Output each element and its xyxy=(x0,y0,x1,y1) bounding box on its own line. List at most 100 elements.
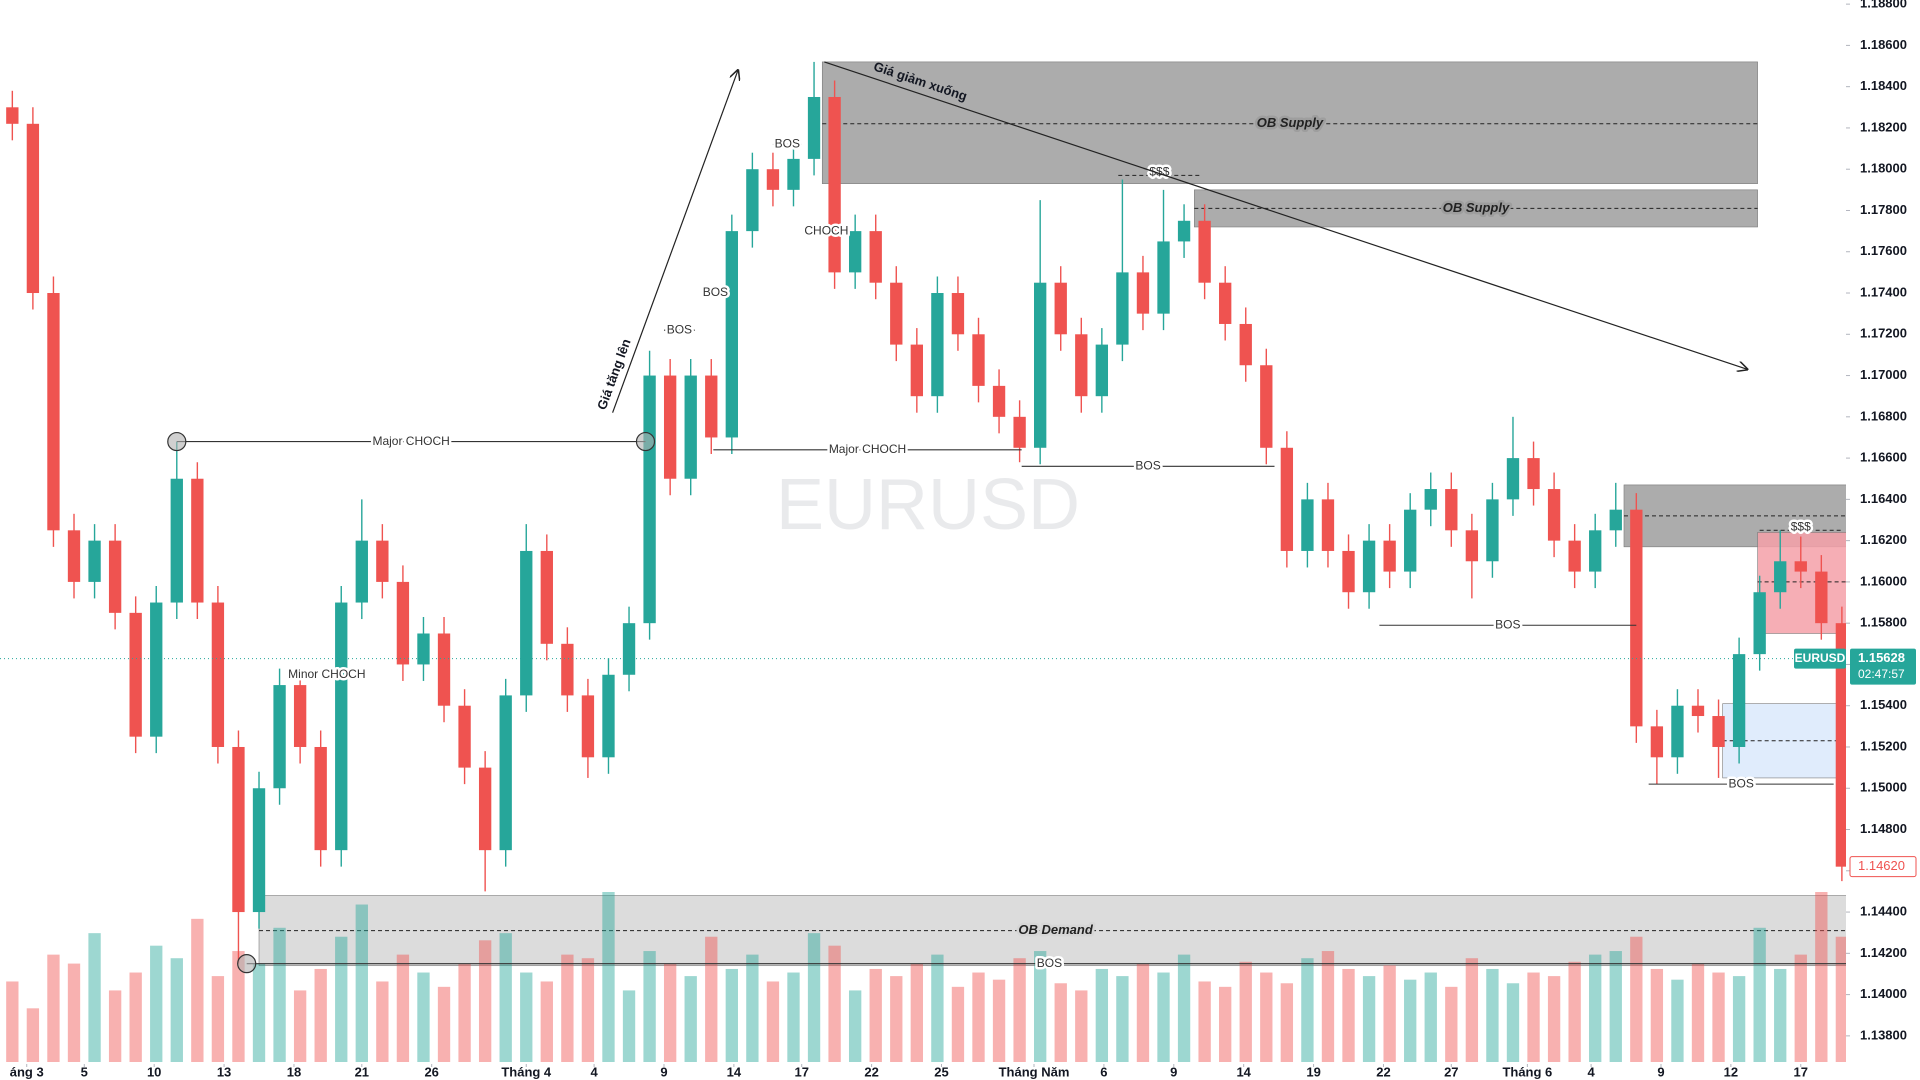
volume-bar xyxy=(1383,965,1396,1062)
volume-bar xyxy=(1547,976,1561,1062)
volume-bar xyxy=(1794,954,1807,1062)
y-tick-label: 1.15400 xyxy=(1860,697,1907,712)
level-label: BOS xyxy=(1037,956,1062,970)
volume-bar xyxy=(1321,951,1335,1062)
y-tick-label: 1.17600 xyxy=(1860,243,1907,258)
volume-bar xyxy=(1404,979,1417,1062)
zone xyxy=(821,61,1758,184)
symbol-tag-text: EURUSD xyxy=(1795,651,1846,665)
candle-body xyxy=(273,685,286,789)
x-tick-label: 5 xyxy=(81,1064,88,1079)
candle-body xyxy=(1219,282,1232,324)
x-tick-label: áng 3 xyxy=(10,1064,44,1079)
y-tick-label: 1.18600 xyxy=(1860,37,1907,52)
candle-body xyxy=(951,293,965,335)
zone-label: OB Supply xyxy=(1257,115,1324,130)
candle-body xyxy=(622,623,636,675)
candle-body xyxy=(1527,458,1540,490)
candle-body xyxy=(561,643,574,696)
volume-bar xyxy=(1177,954,1191,1062)
candle-body xyxy=(458,705,471,768)
x-tick-label: 26 xyxy=(424,1064,438,1079)
candle-body xyxy=(1404,509,1417,572)
candle-body xyxy=(478,767,492,851)
countdown-text: 02:47:57 xyxy=(1858,667,1905,681)
x-tick-label: Tháng Năm xyxy=(999,1064,1070,1079)
volume-bar xyxy=(1732,976,1746,1062)
marker-price-text: 1.14620 xyxy=(1858,858,1905,873)
candle-body xyxy=(1568,540,1581,572)
volume-bar xyxy=(890,976,903,1062)
candle-body xyxy=(1609,509,1622,531)
volume-bar xyxy=(1815,892,1828,1062)
candle-body xyxy=(314,746,327,851)
candle-body xyxy=(1095,344,1109,397)
volume-bar xyxy=(1486,968,1499,1062)
zone-label: OB Demand xyxy=(1018,922,1093,937)
candle-body xyxy=(1383,540,1396,572)
volume-bar xyxy=(1671,979,1684,1062)
candle-body xyxy=(1774,561,1787,593)
volume-bar xyxy=(1342,968,1355,1062)
candle-body xyxy=(211,602,225,747)
volume-bar xyxy=(910,963,923,1062)
candle-body xyxy=(376,540,389,582)
candle-body xyxy=(931,293,944,397)
candle-body xyxy=(1794,561,1807,572)
volume-bar xyxy=(1219,986,1232,1062)
volume-bar xyxy=(1753,927,1766,1062)
y-tick-label: 1.18800 xyxy=(1860,0,1907,11)
candle-body xyxy=(108,540,122,613)
candle-body xyxy=(643,375,656,624)
volume-bar xyxy=(47,954,60,1062)
y-tick-label: 1.16000 xyxy=(1860,573,1907,588)
x-tick-label: Tháng 6 xyxy=(1502,1064,1552,1079)
volume-bar xyxy=(643,951,656,1062)
annotation: Minor CHOCH xyxy=(288,667,365,681)
candle-body xyxy=(766,169,780,190)
candle-body xyxy=(67,530,81,582)
volume-bar xyxy=(355,904,368,1062)
x-tick-label: 4 xyxy=(1587,1064,1595,1079)
volume-bar xyxy=(1239,961,1252,1062)
volume-bar xyxy=(129,972,142,1062)
candle-body xyxy=(335,602,348,851)
volume-bar xyxy=(725,968,738,1062)
volume-bar xyxy=(396,954,410,1062)
candle-body xyxy=(1342,550,1355,593)
volume-bar xyxy=(88,933,101,1062)
volume-bar xyxy=(211,976,225,1062)
volume-bar xyxy=(1609,951,1622,1062)
volume-bar xyxy=(848,990,862,1062)
level-label: BOS xyxy=(1728,776,1753,790)
y-tick-label: 1.16200 xyxy=(1860,532,1907,547)
y-tick-label: 1.18400 xyxy=(1860,78,1907,93)
candle-body xyxy=(807,96,821,159)
volume-bar xyxy=(602,892,615,1062)
watermark: EURUSD xyxy=(776,465,1080,545)
candle-body xyxy=(129,612,142,737)
y-tick-label: 1.17200 xyxy=(1860,326,1907,341)
candle-body xyxy=(1280,447,1294,551)
volume-bar xyxy=(314,968,327,1062)
x-tick-label: 14 xyxy=(1236,1064,1251,1079)
candle-body xyxy=(910,344,923,397)
volume-bar xyxy=(581,958,595,1062)
volume-bar xyxy=(252,963,266,1062)
volume-bar xyxy=(705,936,718,1062)
candle-body xyxy=(1013,416,1026,448)
volume-bar xyxy=(1280,983,1294,1062)
volume-bar xyxy=(1034,951,1047,1062)
pivot-point xyxy=(635,431,656,452)
volume-bar xyxy=(807,933,821,1062)
candle-body xyxy=(992,385,1006,417)
volume-bar xyxy=(376,981,389,1062)
y-tick-label: 1.14400 xyxy=(1860,904,1907,919)
candle-body xyxy=(705,375,718,438)
candle-body xyxy=(1157,241,1170,314)
candle-body xyxy=(1321,499,1335,551)
volume-bar xyxy=(1054,983,1067,1062)
candle-body xyxy=(1239,323,1252,366)
trend-arrow xyxy=(824,61,1747,369)
